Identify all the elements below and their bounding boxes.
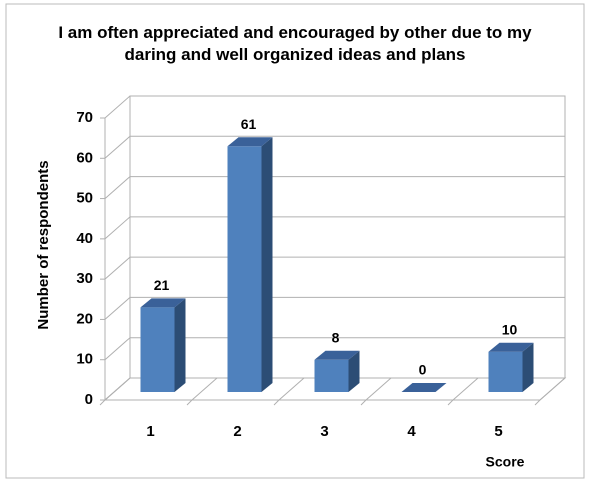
grid-line-side: [104, 95, 131, 119]
grid-line-side: [104, 337, 131, 361]
y-tick-label: 30: [76, 270, 93, 287]
floor-divider: [539, 377, 566, 401]
y-tick-label: 50: [76, 190, 93, 207]
x-tick-label: 5: [494, 423, 502, 440]
floor-divider: [104, 377, 131, 401]
bar-top: [488, 342, 534, 352]
value-label: 61: [241, 116, 257, 132]
grid-line-side: [104, 176, 131, 199]
y-tick-label: 20: [76, 310, 93, 327]
bar: [314, 359, 349, 392]
value-label: 0: [419, 362, 427, 378]
bar-side: [174, 298, 186, 392]
grid-line-side: [104, 297, 131, 320]
x-tick-label: 1: [146, 423, 154, 440]
bar-side: [261, 137, 273, 392]
bar-top: [314, 350, 360, 360]
x-tick: [534, 399, 541, 406]
bar-side: [348, 350, 360, 392]
y-tick-label: 10: [76, 351, 93, 368]
grid-line-side: [104, 135, 131, 159]
x-axis-title: Score: [486, 454, 525, 470]
bar: [227, 146, 262, 392]
floor-divider: [452, 377, 479, 401]
value-label: 8: [332, 329, 340, 345]
x-tick: [360, 399, 367, 406]
x-tick-label: 2: [233, 423, 241, 440]
x-tick: [273, 399, 280, 406]
value-label: 10: [502, 321, 518, 337]
floor-divider: [191, 377, 218, 401]
x-tick-label: 4: [407, 423, 416, 440]
bar: [488, 351, 523, 392]
chart-title: I am often appreciated and encouraged by…: [58, 23, 532, 64]
y-axis-title: Number of respondents: [35, 160, 52, 329]
bar-side: [522, 342, 534, 392]
frame: [5, 3, 585, 479]
x-tick: [99, 399, 106, 406]
value-label: 21: [154, 277, 170, 293]
x-tick: [447, 399, 454, 406]
y-tick-label: 60: [76, 149, 93, 166]
grid-line-side: [104, 256, 131, 280]
bar-top: [140, 298, 186, 308]
y-tick-label: 40: [76, 230, 93, 247]
x-tick: [186, 399, 193, 406]
grid-line-side: [104, 216, 131, 240]
y-tick-label: 70: [76, 109, 93, 126]
bar: [140, 307, 175, 392]
back-wall: [129, 95, 566, 379]
x-tick-label: 3: [320, 423, 328, 440]
floor-divider: [278, 377, 305, 401]
floor-divider: [365, 377, 392, 401]
bar-top: [401, 383, 447, 392]
bar-top: [227, 137, 273, 147]
y-tick-label: 0: [85, 391, 93, 408]
